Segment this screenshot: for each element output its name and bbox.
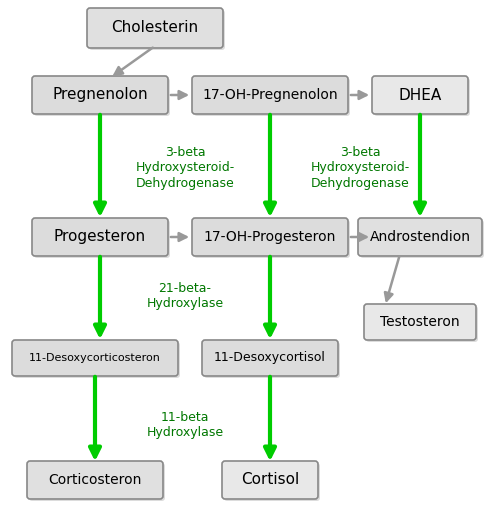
Text: Corticosteron: Corticosteron: [48, 473, 142, 487]
Text: 21-beta-
Hydroxylase: 21-beta- Hydroxylase: [146, 282, 224, 310]
FancyBboxPatch shape: [89, 10, 225, 50]
FancyBboxPatch shape: [14, 342, 180, 378]
Text: DHEA: DHEA: [398, 88, 442, 103]
Text: Progesteron: Progesteron: [54, 229, 146, 245]
FancyBboxPatch shape: [224, 463, 320, 501]
Text: 11-Desoxycorticosteron: 11-Desoxycorticosteron: [29, 353, 161, 363]
FancyBboxPatch shape: [360, 220, 484, 258]
Text: Androstendion: Androstendion: [370, 230, 470, 244]
FancyBboxPatch shape: [364, 304, 476, 340]
Text: 11-Desoxycortisol: 11-Desoxycortisol: [214, 351, 326, 365]
FancyBboxPatch shape: [192, 76, 348, 114]
Text: Pregnenolon: Pregnenolon: [52, 88, 148, 103]
Text: Cholesterin: Cholesterin: [112, 21, 198, 35]
FancyBboxPatch shape: [202, 340, 338, 376]
FancyBboxPatch shape: [32, 76, 168, 114]
Text: Testosteron: Testosteron: [380, 315, 460, 329]
Text: 17-OH-Pregnenolon: 17-OH-Pregnenolon: [202, 88, 338, 102]
FancyBboxPatch shape: [222, 461, 318, 499]
FancyBboxPatch shape: [194, 78, 350, 116]
FancyBboxPatch shape: [204, 342, 340, 378]
Text: Cortisol: Cortisol: [241, 472, 299, 487]
FancyBboxPatch shape: [34, 78, 170, 116]
FancyBboxPatch shape: [192, 218, 348, 256]
FancyBboxPatch shape: [12, 340, 178, 376]
Text: 3-beta
Hydroxysteroid-
Dehydrogenase: 3-beta Hydroxysteroid- Dehydrogenase: [310, 147, 410, 189]
FancyBboxPatch shape: [29, 463, 165, 501]
Text: 17-OH-Progesteron: 17-OH-Progesteron: [204, 230, 336, 244]
FancyBboxPatch shape: [374, 78, 470, 116]
FancyBboxPatch shape: [194, 220, 350, 258]
Text: 3-beta
Hydroxysteroid-
Dehydrogenase: 3-beta Hydroxysteroid- Dehydrogenase: [136, 147, 234, 189]
FancyBboxPatch shape: [32, 218, 168, 256]
FancyBboxPatch shape: [366, 306, 478, 342]
FancyBboxPatch shape: [34, 220, 170, 258]
FancyBboxPatch shape: [358, 218, 482, 256]
Text: 11-beta
Hydroxylase: 11-beta Hydroxylase: [146, 411, 224, 439]
FancyBboxPatch shape: [372, 76, 468, 114]
FancyBboxPatch shape: [27, 461, 163, 499]
FancyBboxPatch shape: [87, 8, 223, 48]
